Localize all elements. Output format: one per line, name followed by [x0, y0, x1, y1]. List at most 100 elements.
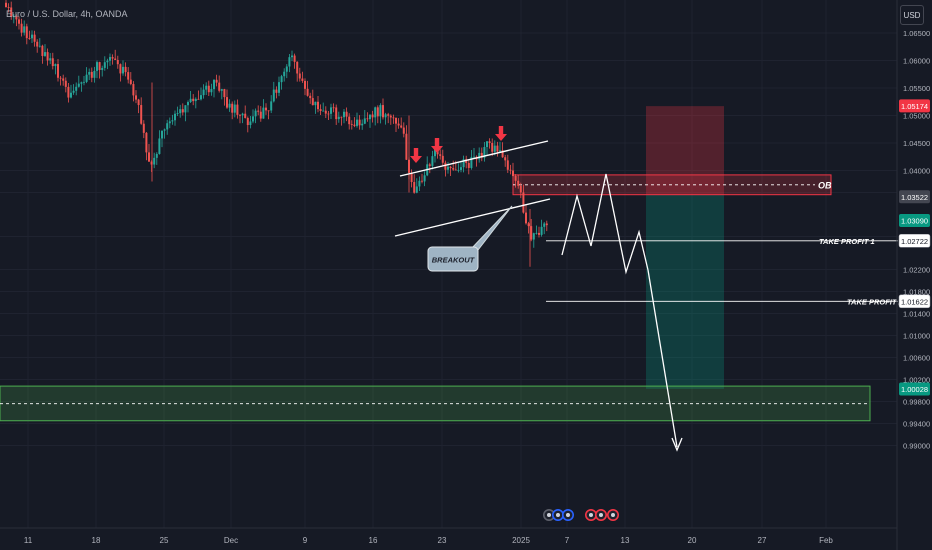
candle-body: [153, 157, 156, 165]
candle-body: [75, 86, 78, 91]
symbol-title: Euro / U.S. Dollar, 4h, OANDA: [6, 9, 128, 19]
time-tick-label: 25: [160, 536, 169, 545]
candle-body: [275, 89, 278, 93]
candle-body: [486, 141, 488, 148]
candle-body: [257, 110, 260, 112]
breakout-label: BREAKOUT: [432, 256, 476, 265]
candle-body: [356, 119, 358, 126]
candle-body: [543, 223, 546, 227]
candle-body: [452, 168, 455, 170]
candle-body: [41, 45, 44, 56]
candle-body: [488, 141, 491, 143]
candle-body: [49, 58, 52, 61]
candle-body: [54, 64, 57, 67]
time-tick-label: 18: [92, 536, 101, 545]
event-flag-dot: [599, 513, 603, 517]
candle-body: [491, 142, 494, 152]
breakout-callout-box: [427, 246, 479, 272]
candle-body: [535, 232, 538, 234]
chart-drawings: BREAKOUT TAKE PROFIT 1 TAKE PROFIT 2: [394, 126, 904, 452]
candle-body: [405, 133, 408, 160]
candle-body: [163, 129, 166, 131]
candle-body: [441, 155, 444, 163]
candle-body: [25, 26, 28, 39]
candle-body: [423, 175, 426, 182]
candle-body: [137, 99, 140, 106]
projection-arrowhead-icon: [671, 437, 683, 452]
candle-body: [480, 152, 483, 158]
price-tick-label: 1.02200: [903, 266, 930, 275]
price-tick-label: 1.05500: [903, 84, 930, 93]
economic-events[interactable]: [542, 508, 619, 521]
candle-body: [470, 157, 473, 168]
candle-body: [233, 104, 236, 113]
time-tick-label: 7: [565, 536, 570, 545]
price-label-tag: [898, 294, 931, 309]
candle-body: [202, 89, 205, 96]
candle-body: [296, 61, 299, 74]
projected-path: [561, 173, 649, 275]
order-block-label: OB: [818, 180, 832, 190]
time-tick-label: Dec: [224, 536, 238, 545]
price-tick-label: 1.04500: [903, 139, 930, 148]
candle-body: [171, 120, 174, 122]
candle-body: [262, 107, 265, 119]
time-tick-label: 23: [438, 536, 447, 545]
candle-body: [540, 226, 543, 235]
price-tick-label: 0.99000: [903, 442, 930, 451]
projection-arrow-line: [647, 269, 678, 448]
candle-body: [402, 127, 405, 134]
candle-body: [496, 145, 499, 152]
price-axis[interactable]: 1.06500 1.06000 1.05500 1.05000 1.04500 1.040…: [896, 0, 931, 550]
candle-body: [23, 26, 26, 33]
candle-body: [246, 117, 249, 126]
currency-button[interactable]: USD: [900, 5, 924, 25]
candle-body: [306, 88, 309, 96]
candle-body: [90, 71, 93, 78]
candle-body: [293, 55, 296, 62]
candle-body: [413, 182, 416, 193]
candle-body: [363, 118, 366, 124]
candle-body: [241, 113, 244, 116]
candle-body: [184, 105, 187, 113]
candle-body: [148, 152, 150, 162]
candle-body: [465, 159, 468, 163]
candle-body: [304, 80, 306, 89]
candle-body: [119, 64, 122, 74]
stop-loss-zone: [646, 106, 724, 195]
candle-body: [270, 101, 273, 111]
candle-body: [135, 95, 137, 100]
candle-body: [538, 232, 540, 235]
candle-body: [335, 107, 338, 120]
candle-body: [371, 114, 374, 118]
price-label-value: 1.01622: [901, 297, 928, 306]
time-axis[interactable]: 11 18 25 Dec 9 16 23 2025 7 13 20 27 Feb: [0, 527, 897, 545]
candle-body: [62, 78, 65, 81]
candle-body: [5, 2, 7, 8]
candle-body: [28, 38, 31, 39]
candle-body: [545, 223, 548, 226]
candle-body: [252, 116, 254, 122]
price-tick-label: 1.05000: [903, 112, 930, 121]
price-label-tag: [899, 99, 930, 113]
candle-body: [517, 180, 520, 186]
candle-body: [174, 113, 176, 121]
candle-body: [254, 110, 257, 117]
price-tick-label: 0.99800: [903, 398, 930, 407]
candle-body: [88, 71, 91, 75]
candle-body: [7, 7, 10, 8]
event-flag-dot: [611, 513, 615, 517]
candle-body: [218, 82, 221, 91]
candle-body: [319, 109, 322, 111]
candle-body: [244, 113, 247, 118]
candle-body: [449, 166, 452, 169]
candle-body: [530, 226, 533, 240]
candle-body: [155, 153, 158, 158]
candle-body: [176, 113, 179, 114]
candle-body: [210, 89, 213, 93]
candle-body: [33, 34, 36, 42]
candle-body: [499, 150, 501, 152]
candle-body: [122, 66, 124, 74]
candle-body: [109, 57, 111, 61]
